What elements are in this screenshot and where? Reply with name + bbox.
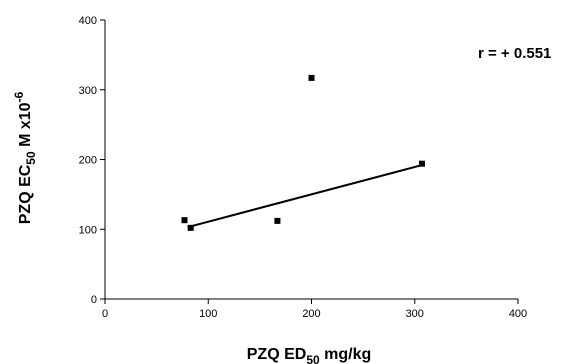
correlation-annotation: r = + 0.551: [478, 45, 551, 62]
y-axis-title-main: PZQ EC: [17, 164, 34, 224]
data-point: [308, 74, 315, 81]
y-tick-label: 100: [79, 224, 97, 236]
data-point: [274, 217, 281, 224]
y-axis-ticks: 0 100 200 300 400: [79, 15, 105, 306]
x-tick-label: 200: [302, 308, 320, 320]
y-tick-label: 300: [79, 85, 97, 97]
plot-area: 0 100 200 300 400 0 100 200 300 400: [79, 15, 528, 320]
y-tick-label: 400: [79, 15, 97, 27]
x-axis-title-unit: mg/kg: [320, 346, 372, 363]
x-axis-ticks: 0 100 200 300 400: [102, 299, 527, 320]
y-axis-title: PZQ EC50 M x10-6: [12, 91, 38, 224]
y-tick-label: 200: [79, 155, 97, 167]
y-axis-title-unit: M x10: [17, 102, 34, 151]
x-tick-label: 0: [102, 308, 108, 320]
data-point: [181, 217, 188, 224]
x-tick-label: 300: [406, 308, 424, 320]
x-axis-title-subscript: 50: [306, 353, 320, 364]
x-axis-title-main: PZQ ED: [247, 346, 307, 363]
y-axis-title-superscript: -6: [12, 91, 26, 102]
x-tick-label: 400: [509, 308, 527, 320]
data-point: [418, 160, 425, 167]
x-axis-title: PZQ ED50 mg/kg: [247, 346, 371, 364]
y-tick-label: 0: [91, 294, 97, 306]
x-tick-label: 100: [199, 308, 217, 320]
y-axis-title-subscript: 50: [24, 151, 38, 165]
data-points: [181, 74, 425, 231]
regression-trendline: [187, 164, 423, 229]
data-point: [187, 224, 194, 231]
